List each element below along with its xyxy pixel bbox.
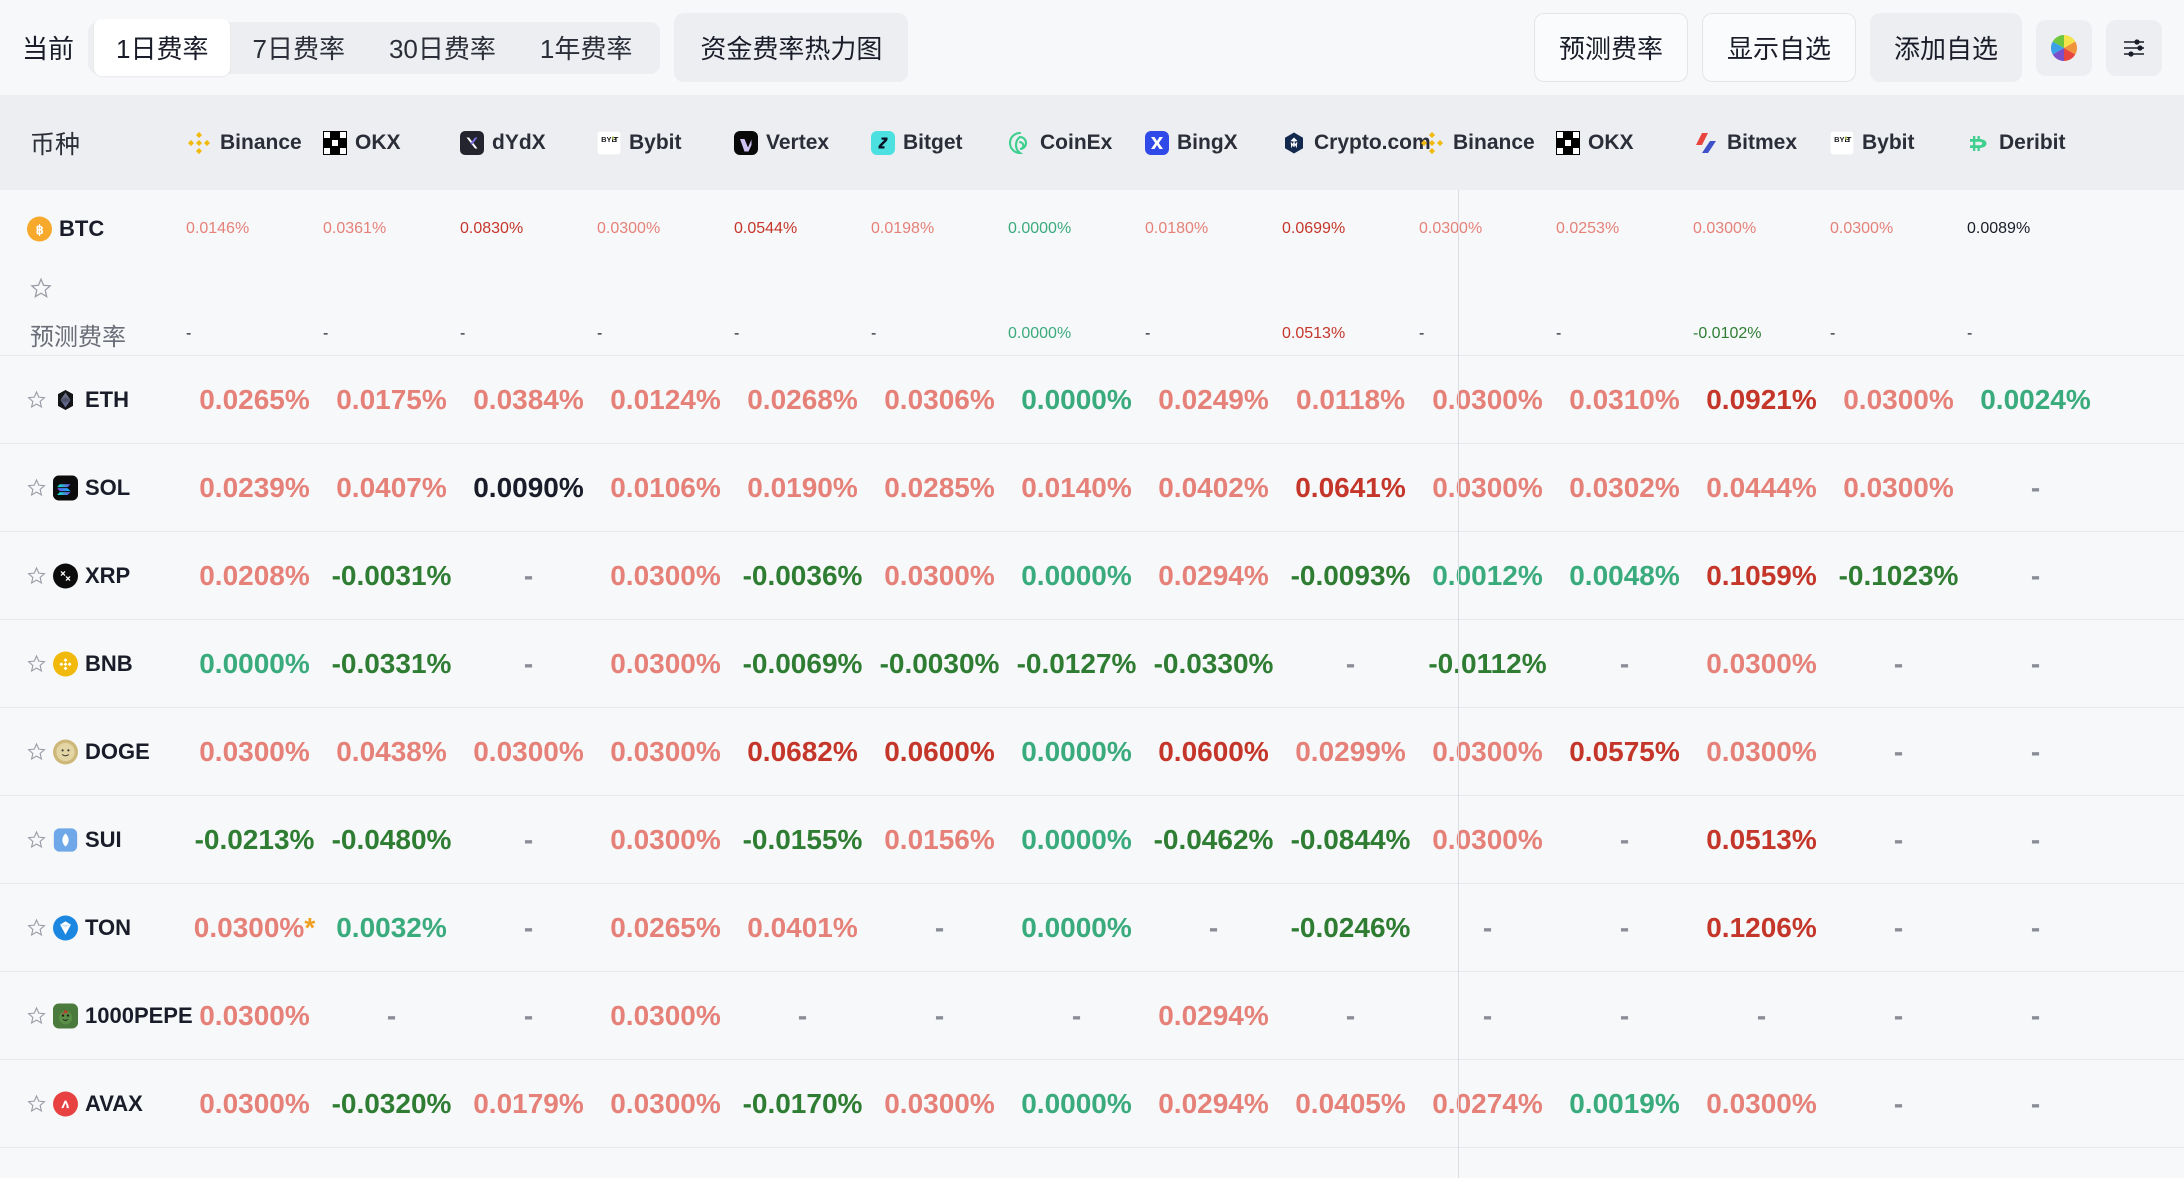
svg-text:฿: ฿: [36, 222, 44, 236]
svg-text:T: T: [614, 135, 619, 144]
svg-text:T: T: [1847, 135, 1852, 144]
